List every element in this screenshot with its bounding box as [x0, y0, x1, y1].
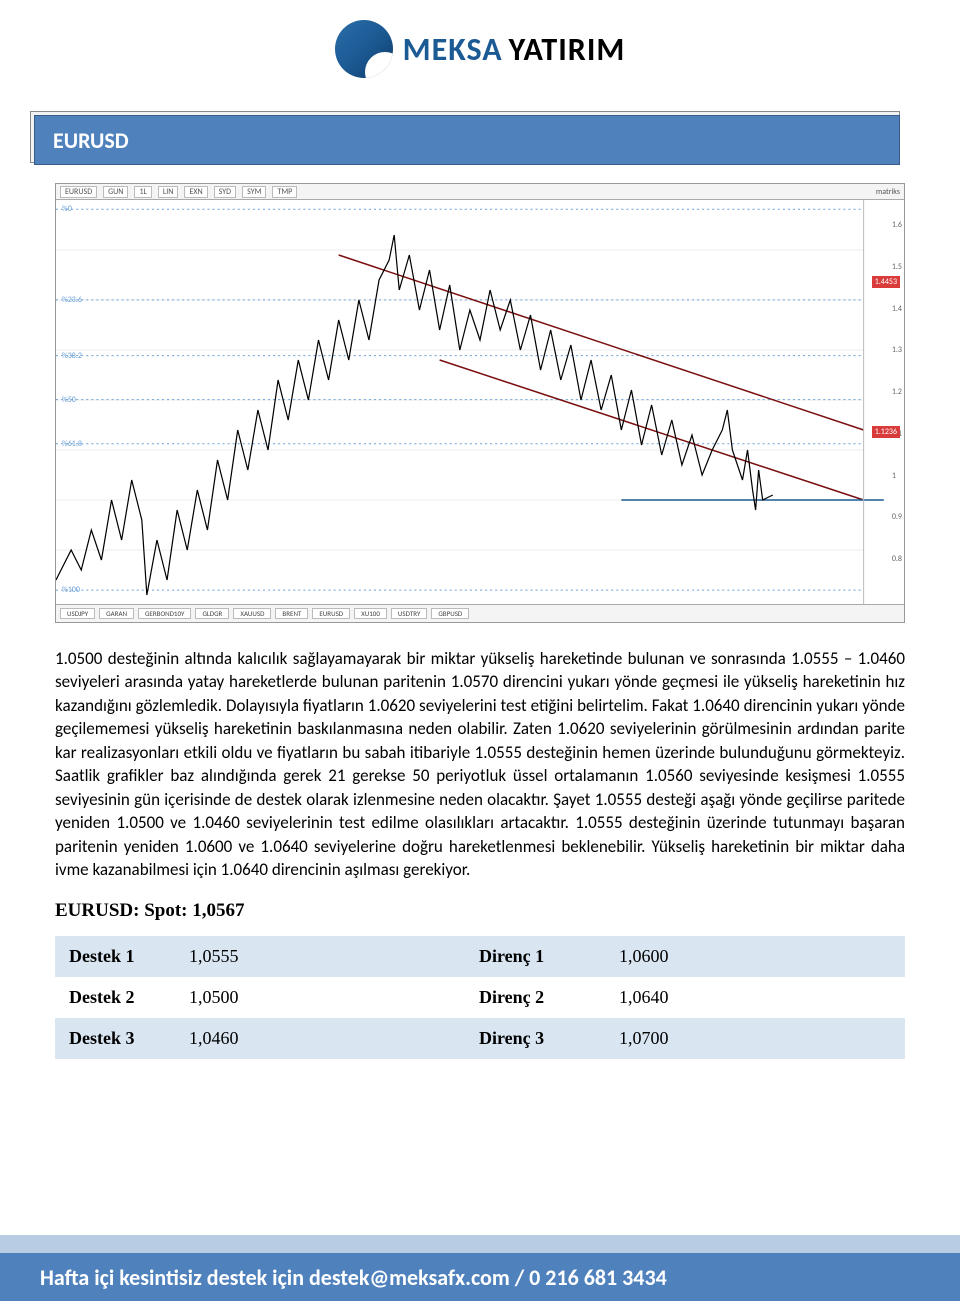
resist-value: 1,0640 [605, 977, 905, 1018]
table-row: Destek 1 1,0555 Direnç 1 1,0600 [55, 936, 905, 977]
ytick: 1.2 [892, 387, 902, 397]
price-tag-last: 1.1236 [872, 426, 900, 438]
support-value: 1,0460 [175, 1018, 465, 1059]
price-chart: EURUSD GUN 1L LIN EXN SYD SYM TMP matrik… [55, 183, 905, 623]
brand-logo: MEKSA YATIRIM [335, 20, 626, 78]
fib-label: %23.6 [62, 295, 82, 305]
footer-text: Hafta içi kesintisiz destek için destek@… [40, 1264, 667, 1291]
chart-tab[interactable]: GBPUSD [431, 608, 469, 619]
footer-bar: Hafta içi kesintisiz destek için destek@… [0, 1253, 960, 1301]
chart-svg [56, 200, 904, 604]
resist-value: 1,0600 [605, 936, 905, 977]
ytick: 1 [892, 471, 902, 481]
tb-syd[interactable]: SYD [214, 186, 236, 198]
chart-toolbar: EURUSD GUN 1L LIN EXN SYD SYM TMP matrik… [56, 184, 904, 200]
fib-label: %100 [62, 585, 80, 595]
ytick: 0.8 [892, 554, 902, 564]
fib-label: %38.2 [62, 351, 82, 361]
spot-value: 1,0567 [192, 900, 244, 921]
tb-1l[interactable]: 1L [134, 186, 151, 198]
support-label: Destek 3 [55, 1018, 175, 1059]
chart-symbol: EURUSD [60, 186, 97, 198]
ytick: 1.6 [892, 220, 902, 230]
chart-body: 1.6 1.5 1.4 1.3 1.2 1.1 1 0.9 0.8 %0 %23… [56, 200, 904, 604]
logo-text: MEKSA YATIRIM [403, 30, 626, 69]
tb-exn[interactable]: EXN [184, 186, 207, 198]
y-axis: 1.6 1.5 1.4 1.3 1.2 1.1 1 0.9 0.8 [892, 200, 902, 604]
instrument-title: EURUSD [34, 115, 900, 165]
page-root: MEKSA YATIRIM EURUSD EURUSD GUN 1L LIN E… [0, 0, 960, 1301]
tb-sym[interactable]: SYM [242, 186, 266, 198]
chart-tab[interactable]: USDTRY [391, 608, 427, 619]
logo-mark-icon [335, 20, 393, 78]
chart-tab[interactable]: EURUSD [312, 608, 350, 619]
spot-label: EURUSD: Spot: [55, 900, 188, 921]
ytick: 0.9 [892, 512, 902, 522]
tb-lin[interactable]: LIN [158, 186, 179, 198]
fib-label: %0 [62, 204, 72, 214]
ytick: 1.5 [892, 262, 902, 272]
support-value: 1,0555 [175, 936, 465, 977]
footer-stripe [0, 1235, 960, 1253]
chart-tab[interactable]: GERBOND10Y [138, 608, 191, 619]
table-row: Destek 2 1,0500 Direnç 2 1,0640 [55, 977, 905, 1018]
analysis-text: 1.0500 desteğinin altında kalıcılık sağl… [55, 647, 905, 882]
resist-label: Direnç 2 [465, 977, 605, 1018]
logo-word-2: YATIRIM [509, 30, 626, 69]
support-label: Destek 2 [55, 977, 175, 1018]
chart-tab[interactable]: GLDGR [195, 608, 229, 619]
tb-tmp[interactable]: TMP [272, 186, 297, 198]
spot-line: EURUSD: Spot: 1,0567 [55, 900, 905, 922]
chart-provider: matriks [876, 187, 900, 197]
logo-word-1: MEKSA [403, 30, 503, 69]
table-row: Destek 3 1,0460 Direnç 3 1,0700 [55, 1018, 905, 1059]
chart-tab[interactable]: XAUUSD [233, 608, 271, 619]
logo-bar: MEKSA YATIRIM [0, 20, 960, 83]
resist-label: Direnç 1 [465, 936, 605, 977]
support-value: 1,0500 [175, 977, 465, 1018]
support-label: Destek 1 [55, 936, 175, 977]
fib-labels: %0 %23.6 %38.2 %50 %61.8 %100 [62, 200, 102, 604]
title-box-wrap: EURUSD [30, 111, 900, 165]
ytick: 1.3 [892, 345, 902, 355]
resist-value: 1,0700 [605, 1018, 905, 1059]
chart-tab[interactable]: XU100 [354, 608, 387, 619]
resist-label: Direnç 3 [465, 1018, 605, 1059]
price-tag-high: 1.4453 [872, 276, 900, 288]
fib-label: %50 [62, 395, 76, 405]
chart-tab[interactable]: GARAN [99, 608, 134, 619]
levels-table: Destek 1 1,0555 Direnç 1 1,0600 Destek 2… [55, 936, 905, 1059]
chart-tab[interactable]: USDJPY [60, 608, 95, 619]
ytick: 1.4 [892, 304, 902, 314]
fib-label: %61.8 [62, 439, 82, 449]
chart-tabs: USDJPY GARAN GERBOND10Y GLDGR XAUUSD BRE… [56, 604, 904, 622]
chart-tab[interactable]: BRENT [275, 608, 308, 619]
tb-gun[interactable]: GUN [103, 186, 128, 198]
